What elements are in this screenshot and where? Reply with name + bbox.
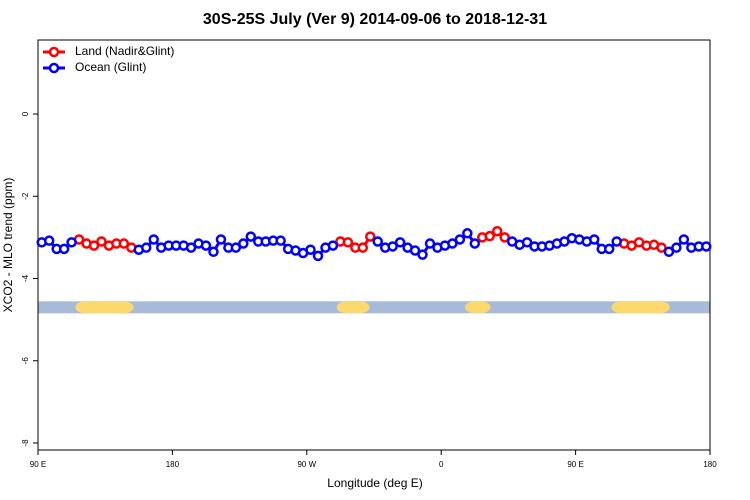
data-point [499, 232, 510, 243]
data-point [58, 243, 70, 255]
data-point [230, 242, 242, 253]
data-point [275, 235, 286, 246]
data-point [447, 238, 458, 249]
data-point [484, 230, 495, 242]
data-point [671, 242, 682, 253]
data-point [141, 242, 152, 253]
data-point [469, 238, 481, 249]
data-point [88, 240, 100, 251]
data-point [365, 231, 376, 242]
data-point [603, 243, 615, 255]
data-point [589, 234, 600, 245]
data-point [305, 244, 316, 255]
legend-marker [48, 46, 60, 58]
data-point [185, 242, 197, 253]
data-point [417, 249, 428, 260]
y-tick-label: -2 [21, 192, 30, 200]
x-tick-label: 90 E [30, 460, 46, 469]
data-point [663, 246, 675, 258]
data-point [372, 236, 383, 247]
data-point [424, 238, 436, 249]
data-point [357, 242, 369, 253]
data-point [521, 237, 533, 248]
data-point [342, 237, 354, 248]
legend-label: Ocean (Glint) [75, 60, 146, 74]
data-point [215, 234, 227, 245]
y-tick-label: 0 [21, 111, 30, 116]
data-point [148, 234, 159, 245]
x-axis-label: Longitude (deg E) [327, 476, 422, 490]
land-segment [75, 301, 134, 314]
land-segment [611, 301, 670, 314]
land-segment [336, 301, 370, 314]
y-tick-label: -4 [21, 274, 30, 282]
data-point [118, 238, 130, 249]
data-point [454, 234, 466, 245]
x-tick-label: 0 [439, 460, 444, 469]
data-point [678, 234, 690, 245]
data-point [200, 240, 212, 251]
data-point [394, 237, 406, 248]
data-point [611, 236, 622, 247]
data-point [701, 241, 712, 252]
data-point [312, 250, 324, 262]
x-tick-label: 90 W [297, 460, 316, 469]
x-tick-label: 180 [703, 460, 717, 469]
data-point [66, 237, 77, 248]
data-point [43, 235, 55, 246]
data-point [387, 241, 398, 252]
data-point [245, 231, 257, 242]
data-point [656, 242, 667, 253]
y-tick-label: -6 [21, 357, 30, 365]
data-point [238, 238, 249, 249]
legend-label: Land (Nadir&Glint) [75, 44, 174, 58]
legend-marker [48, 62, 60, 74]
y-tick-label: -8 [21, 439, 30, 447]
data-point [327, 240, 339, 251]
data-point [208, 246, 219, 258]
y-axis-label: XCO2 - MLO trend (ppm) [1, 178, 15, 313]
chart-title: 30S-25S July (Ver 9) 2014-09-06 to 2018-… [203, 11, 547, 28]
data-point [462, 228, 473, 239]
data-point [409, 245, 421, 256]
x-tick-label: 90 E [567, 460, 583, 469]
land-segment [465, 301, 491, 314]
x-tick-label: 180 [166, 460, 180, 469]
data-point [96, 236, 107, 247]
data-point [491, 225, 503, 237]
ocean-band [38, 301, 710, 314]
